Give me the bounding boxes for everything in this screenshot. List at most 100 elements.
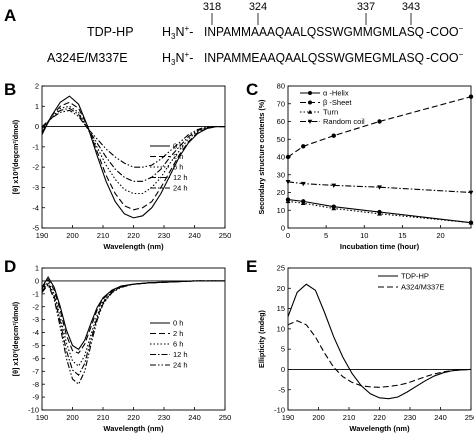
- panel-e-label: E: [246, 257, 257, 276]
- y-axis-label: Ellipticity (mdeg): [257, 309, 266, 368]
- y-tick-label: 0: [35, 122, 39, 131]
- data-point: [285, 154, 291, 160]
- legend-label: 24 h: [173, 361, 188, 370]
- legend-label: 6 h: [173, 340, 183, 349]
- y-tick-label: 20: [277, 188, 285, 197]
- chart-c: 0 5 10 15 20 0 10 20 30 40 50 60 70 80 Incubation time…: [257, 82, 474, 251]
- data-point: [301, 144, 306, 149]
- y-tick-label: -3: [32, 183, 39, 192]
- data-point: [468, 94, 474, 99]
- data-point: [331, 205, 337, 211]
- sequence-residues-wt: INPAMMAAAQAALQSSWGMMGMLASQ: [204, 25, 424, 39]
- sequence-cterm-wt: -COO−: [426, 24, 464, 39]
- data-point: [377, 185, 382, 190]
- x-tick-label: 250: [219, 413, 232, 422]
- series-e-1: [288, 320, 471, 388]
- y-axis-label: [θ] x10³(degcm²/dmol): [11, 301, 20, 376]
- series-d-0: [42, 275, 225, 351]
- y-tick-label: 20: [277, 284, 285, 293]
- data-point: [300, 200, 306, 205]
- legend-label: A324/M337E: [401, 283, 444, 292]
- series-line: [42, 275, 225, 351]
- series-d-4: [42, 280, 225, 386]
- y-tick-label: 60: [277, 117, 285, 126]
- data-point: [285, 198, 291, 204]
- y-tick-label: 10: [277, 324, 285, 333]
- x-tick-label: 200: [66, 413, 79, 422]
- data-point: [468, 190, 474, 196]
- x-tick-label: 15: [398, 231, 406, 240]
- legend-label: Random coil: [323, 117, 365, 126]
- series-e-0: [288, 283, 471, 400]
- series-line: [42, 109, 225, 168]
- series-b-4: [42, 109, 225, 168]
- y-tick-label: -5: [32, 341, 39, 350]
- series-line: [42, 107, 225, 182]
- plots: 190 200 210 220 230 240 250-5-4-3-2-1012Wavele…: [11, 82, 474, 433]
- y-tick-label: 10: [277, 206, 285, 215]
- position-markers: 318 324 337 343: [203, 1, 420, 25]
- x-tick-label: 5: [324, 231, 328, 240]
- data-point: [468, 220, 474, 225]
- y-tick-label: 40: [277, 153, 285, 162]
- legend-label: 2 h: [173, 152, 183, 161]
- legend-marker: [307, 109, 313, 114]
- position-324: 324: [249, 1, 267, 13]
- plot-frame: [287, 85, 472, 229]
- sequence-nterm-mutant: H3N+-: [162, 50, 193, 67]
- series-line: [42, 280, 225, 377]
- x-tick-label: 190: [36, 231, 49, 240]
- series-d-1: [42, 278, 225, 354]
- legend-label: 12 h: [173, 350, 188, 359]
- x-axis-label: Incubation time (hour): [340, 242, 420, 251]
- x-tick-label: 10: [360, 231, 368, 240]
- series-b-2: [42, 105, 225, 195]
- y-tick-label: 70: [277, 99, 285, 108]
- series-d-3: [42, 280, 225, 377]
- x-tick-label: 250: [219, 231, 232, 240]
- panel-d-label: D: [4, 257, 16, 276]
- legend-label: 0 h: [173, 319, 183, 328]
- chart-e: 190 200 210 220 230 240 250 -10 -5 0 5 10 15 20 25 Wave…: [257, 264, 474, 433]
- panel-b-label: B: [4, 80, 16, 99]
- legend-label: 2 h: [173, 329, 183, 338]
- x-tick-label: 250: [465, 413, 474, 422]
- y-tick-label: -1: [32, 289, 39, 298]
- legend-label: 24 h: [173, 184, 188, 193]
- x-tick-label: 220: [127, 413, 140, 422]
- legend-label: 6 h: [173, 163, 183, 172]
- legend-marker: [308, 91, 312, 95]
- y-axis-label: Secondary structure contents (%): [257, 99, 266, 215]
- legend-label: α -Helix: [323, 89, 349, 98]
- x-tick-label: 230: [404, 413, 417, 422]
- panel-c-label: C: [246, 80, 258, 99]
- data-point: [377, 211, 382, 216]
- series-line: [288, 283, 471, 400]
- y-tick-label: -5: [278, 385, 285, 394]
- series-line: [42, 95, 225, 219]
- panel-a: A 318 324 337 343 TDP-HP H3N+- INPAMMAAA…: [4, 1, 464, 67]
- data-point: [331, 183, 337, 188]
- sequence-nterm-wt: H3N+-: [162, 24, 193, 41]
- legend-label: TDP-HP: [401, 272, 429, 281]
- x-tick-label: 210: [343, 413, 356, 422]
- sequence-row-mutant: A324E/M337E H3N+- INPAMMEAAQAALQSSWGMEGM…: [47, 50, 464, 67]
- position-343: 343: [402, 1, 420, 13]
- y-tick-label: -1: [32, 142, 39, 151]
- x-tick-label: 20: [436, 231, 444, 240]
- y-tick-label: 50: [277, 135, 285, 144]
- series-b-0: [42, 95, 225, 219]
- panel-a-label: A: [4, 6, 16, 25]
- legend-marker: [307, 119, 313, 124]
- series-c-3: [285, 180, 474, 196]
- sequence-row-wt: TDP-HP H3N+- INPAMMAAAQAALQSSWGMMGMLASQ …: [87, 24, 464, 41]
- data-point: [377, 119, 382, 124]
- chart-d: 190 200 210 220 230 240 250-10-9-8-7-6-5-4-3-2…: [11, 264, 231, 433]
- x-tick-label: 190: [36, 413, 49, 422]
- y-tick-label: -4: [32, 328, 39, 337]
- y-tick-label: 30: [277, 170, 285, 179]
- series-line: [42, 105, 225, 195]
- x-axis-label: Wavelength (nm): [103, 242, 164, 251]
- x-tick-label: 210: [97, 413, 110, 422]
